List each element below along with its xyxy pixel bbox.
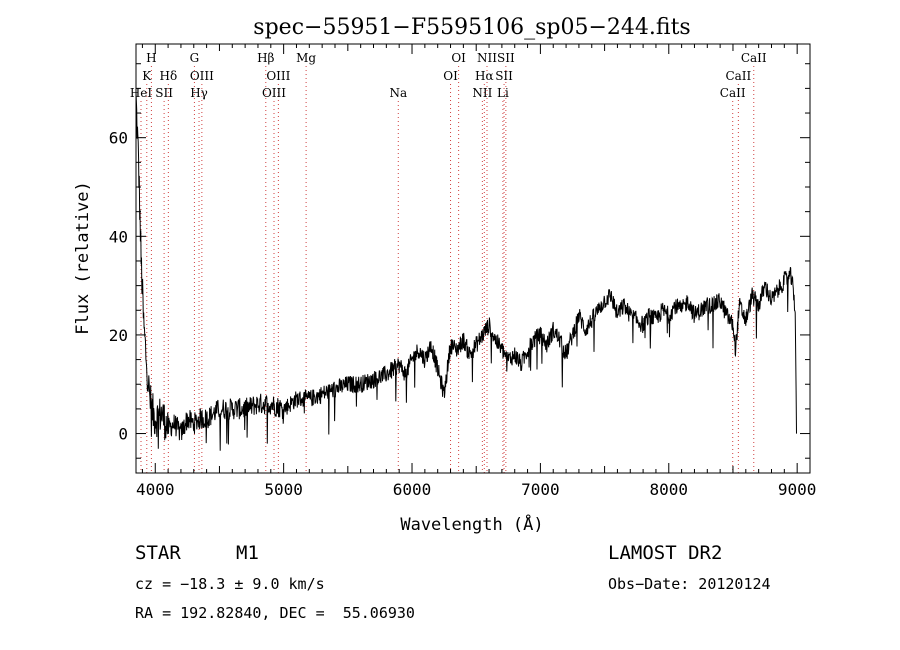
spectral-line-label: HeI	[130, 86, 153, 100]
spectral-line-label: Hα	[475, 69, 494, 83]
spectral-line-label: SII	[495, 69, 513, 83]
y-tick-label: 0	[118, 425, 128, 444]
x-axis: 4000 5000 6000 7000 8000 9000	[136, 44, 816, 499]
spectral-line-label: SII	[497, 51, 515, 65]
spectral-line-label: Li	[497, 86, 509, 100]
spectral-line-label: Hγ	[190, 86, 208, 100]
spectral-line-label: H	[146, 51, 156, 65]
plot-frame	[135, 43, 811, 474]
y-axis: 0 20 40 60	[109, 63, 810, 459]
x-tick-label: 4000	[136, 480, 175, 499]
spectral-line-label: OIII	[190, 69, 214, 83]
x-axis-label: Wavelength (Å)	[400, 513, 543, 535]
spectral-line-label: K	[142, 69, 152, 83]
spectral-line-label: NII	[472, 86, 492, 100]
x-tick-label: 8000	[650, 480, 689, 499]
spectral-line-label: Hβ	[257, 51, 274, 65]
x-tick-label: 7000	[521, 480, 560, 499]
spectral-line-label: Na	[389, 86, 407, 100]
spectral-line-label: NII	[477, 51, 497, 65]
x-tick-label: 5000	[264, 480, 303, 499]
spectral-line-label: Hδ	[160, 69, 178, 83]
spectral-line-label: CaII	[725, 69, 751, 83]
spectral-line-label: CaII	[720, 86, 746, 100]
chart-title: spec−55951−F5595106_sp05−244.fits	[253, 15, 690, 40]
y-tick-label: 60	[109, 129, 128, 148]
observation-date: Obs−Date: 20120124	[608, 575, 771, 593]
spectrum-series-line	[135, 92, 797, 451]
object-subclass: M1	[236, 542, 259, 564]
sky-coordinates: RA = 192.82840, DEC = 55.06930	[135, 604, 415, 622]
spectral-line-label: OIII	[266, 69, 290, 83]
x-tick-label: 9000	[778, 480, 817, 499]
spectral-line-label: Mg	[296, 51, 316, 65]
spectral-line-label: G	[190, 51, 200, 65]
y-tick-label: 40	[109, 227, 128, 246]
survey-name: LAMOST DR2	[608, 542, 723, 564]
spectral-line-label: OI	[443, 69, 458, 83]
spectral-line-label: CaII	[741, 51, 767, 65]
redshift-velocity: cz = −18.3 ± 9.0 km/s	[135, 575, 325, 593]
spectral-line-label: OI	[451, 51, 466, 65]
x-tick-label: 6000	[393, 480, 432, 499]
y-tick-label: 20	[109, 326, 128, 345]
spectral-line-label: SII	[155, 86, 173, 100]
object-class: STAR	[135, 542, 181, 564]
spectral-line-label: OIII	[262, 86, 286, 100]
y-axis-label: Flux (relative)	[73, 181, 93, 335]
